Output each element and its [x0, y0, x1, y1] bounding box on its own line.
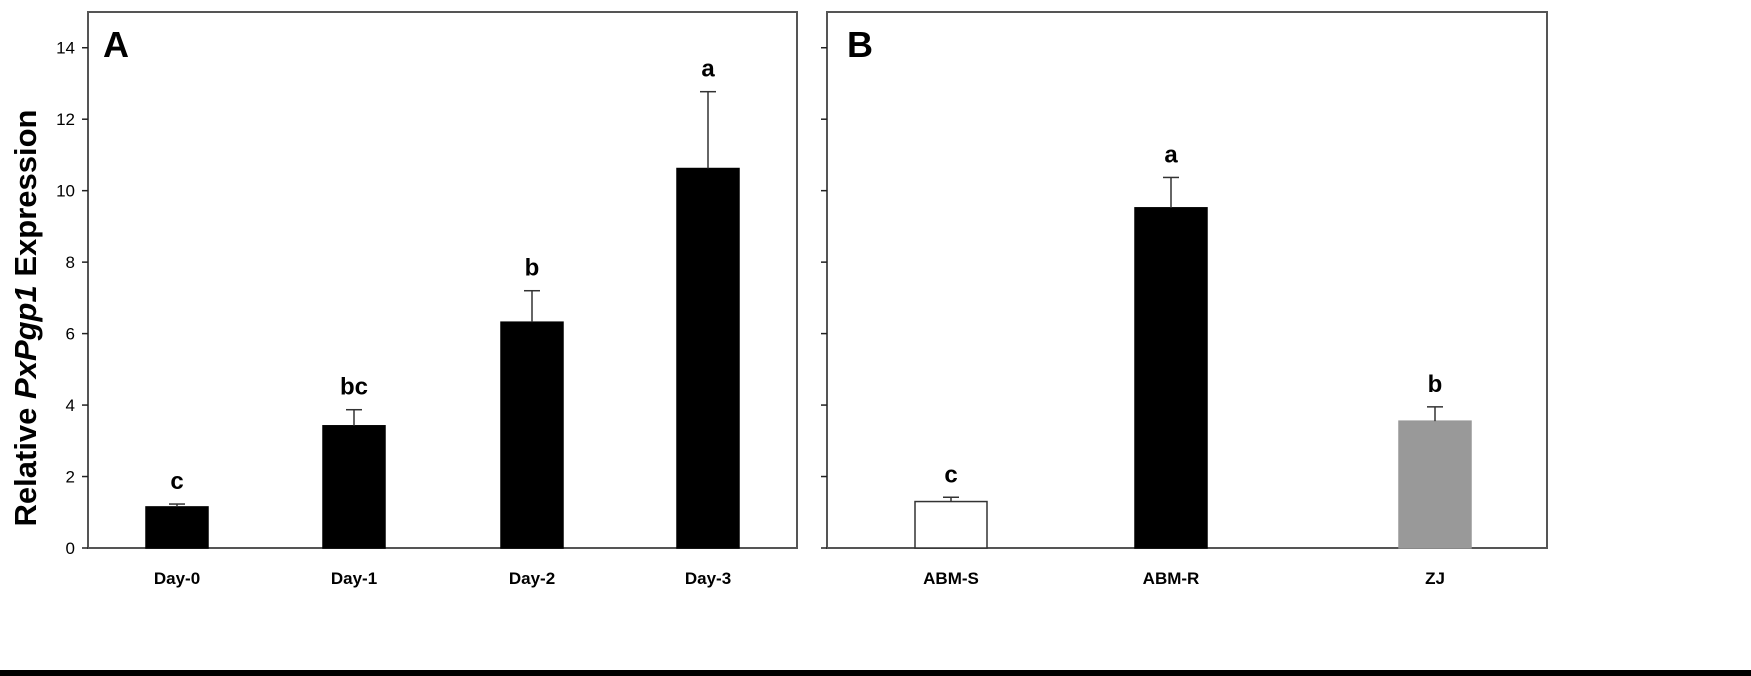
- y-axis-title-suffix: Expression: [8, 110, 43, 286]
- panel-a-bar-day-3: [676, 167, 740, 549]
- panel-b-sig-label-zj: b: [1428, 371, 1443, 398]
- y-axis-title-gene: PxPgp1: [8, 285, 43, 399]
- panel-a-ytick-label-12: 12: [56, 110, 75, 129]
- panel-a-sig-label-day-1: bc: [340, 374, 368, 401]
- panel-b-sig-label-abm-r: a: [1164, 141, 1178, 168]
- panel-a-ytick-label-2: 2: [66, 468, 75, 487]
- panel-a-sig-label-day-2: b: [525, 255, 540, 282]
- panel-a-ytick-label-10: 10: [56, 182, 75, 201]
- panel-a-ytick-label-4: 4: [66, 396, 75, 415]
- panel-b-category-label-zj: ZJ: [1425, 569, 1445, 588]
- panel-a-sig-label-day-0: c: [170, 468, 183, 495]
- panel-b-category-label-abm-s: ABM-S: [923, 569, 979, 588]
- panel-b-bar-zj: [1398, 420, 1472, 549]
- panel-a-category-label-day-2: Day-2: [509, 569, 555, 588]
- panel-a-category-label-day-1: Day-1: [331, 569, 377, 588]
- panel-b-bar-abm-r: [1134, 207, 1208, 549]
- y-axis-title-prefix: Relative: [8, 399, 43, 527]
- panel-a-bar-day-2: [500, 321, 564, 549]
- panel-b-sig-label-abm-s: c: [944, 461, 957, 488]
- panel-a-axis-frame: [87, 11, 798, 549]
- y-axis-title: Relative PxPgp1 Expression: [8, 110, 43, 527]
- panel-b-bar-abm-s: [914, 500, 988, 549]
- panel-a-ytick-label-6: 6: [66, 325, 75, 344]
- panel-b-letter: B: [847, 24, 873, 65]
- panel-a-ytick-label-0: 0: [66, 539, 75, 558]
- panel-a-sig-label-day-3: a: [701, 56, 715, 83]
- panel-a-letter: A: [103, 24, 129, 65]
- panel-a-ytick-label-8: 8: [66, 253, 75, 272]
- panel-a-category-label-day-0: Day-0: [154, 569, 200, 588]
- panel-a-ytick-label-14: 14: [56, 39, 75, 58]
- panel-a-bar-day-1: [322, 425, 386, 549]
- panel-a-bar-day-0: [145, 506, 209, 549]
- panel-b-category-label-abm-r: ABM-R: [1143, 569, 1200, 588]
- panel-a-category-label-day-3: Day-3: [685, 569, 731, 588]
